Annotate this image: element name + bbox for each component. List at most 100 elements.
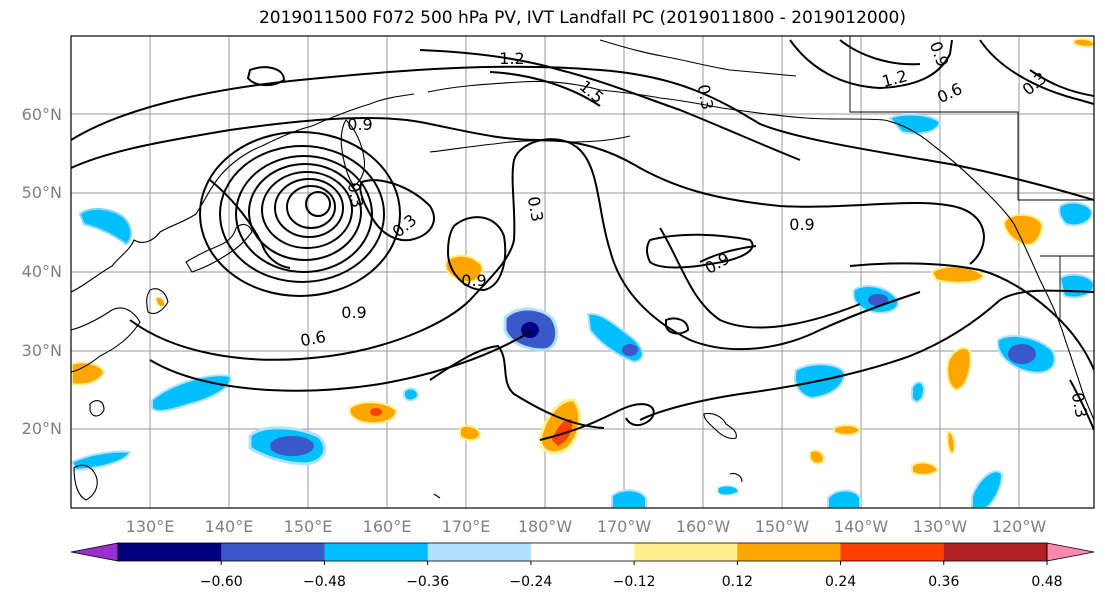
shade-core bbox=[1008, 344, 1036, 364]
shade-core bbox=[270, 436, 314, 456]
colorbar: −0.60 −0.48 −0.36 −0.24 −0.12 0.12 0.24 0.36 0.4… bbox=[70, 542, 1095, 590]
lon-label: 160°W bbox=[676, 517, 731, 536]
contour-line bbox=[489, 71, 601, 107]
colorbar-label: −0.60 bbox=[200, 574, 243, 590]
contour-label: 0.3 bbox=[524, 195, 547, 223]
contour-line bbox=[646, 233, 754, 269]
shade-blob bbox=[827, 489, 861, 508]
contour-line bbox=[979, 39, 1094, 105]
shade-core bbox=[622, 344, 638, 356]
colorbar-segment bbox=[634, 543, 738, 561]
lon-label: 130°E bbox=[126, 517, 175, 536]
lon-label: 140°E bbox=[205, 517, 254, 536]
lon-label: 160°E bbox=[363, 517, 412, 536]
contour-ring bbox=[199, 131, 401, 297]
contour-line bbox=[429, 344, 605, 429]
contour-label: 0.3 bbox=[694, 83, 717, 111]
contour-line bbox=[149, 331, 531, 392]
colorbar-segment bbox=[118, 543, 222, 561]
contour-ring bbox=[305, 191, 331, 217]
contour-line bbox=[71, 117, 985, 265]
lon-label: 150°E bbox=[284, 517, 333, 536]
colorbar-border bbox=[117, 542, 1048, 562]
colorbar-label: 0.24 bbox=[825, 574, 856, 590]
shade-blob bbox=[71, 450, 132, 472]
contour-line bbox=[129, 138, 921, 361]
shade-blob bbox=[459, 425, 482, 442]
shading-layer bbox=[71, 37, 1094, 508]
shade-blob bbox=[1073, 37, 1094, 48]
border-us-states bbox=[1040, 199, 1094, 320]
shade-blob bbox=[971, 470, 1004, 508]
contour-line bbox=[359, 179, 435, 242]
shade-blob bbox=[809, 449, 826, 465]
colorbar-segment bbox=[324, 543, 429, 561]
contour-label: 0.9 bbox=[347, 115, 372, 134]
lon-label: 130°W bbox=[913, 517, 968, 536]
lon-label: 140°W bbox=[834, 517, 889, 536]
colorbar-label: −0.36 bbox=[406, 574, 449, 590]
lat-label: 60°N bbox=[22, 105, 62, 124]
colorbar-extend-high bbox=[1046, 542, 1095, 562]
coastline-philippines bbox=[73, 464, 98, 501]
map-frame bbox=[70, 35, 1095, 509]
colorbar-label: −0.24 bbox=[509, 574, 552, 590]
contour-ring bbox=[248, 163, 362, 261]
lat-ticks: 60°N 50°N 40°N 30°N 20°N bbox=[22, 105, 62, 438]
contour-ring bbox=[235, 155, 373, 273]
shade-blob bbox=[888, 113, 942, 135]
contour-line bbox=[1029, 69, 1094, 97]
map-title: 2019011500 F072 500 hPa PV, IVT Landfall… bbox=[258, 8, 906, 28]
coastline-cuba-islands bbox=[433, 472, 743, 499]
contour-label: 0.9 bbox=[341, 303, 366, 322]
contour-line bbox=[789, 39, 953, 90]
colorbar-label: 0.48 bbox=[1031, 574, 1062, 590]
coastline-na-west bbox=[1013, 223, 1094, 421]
shade-blob bbox=[71, 361, 106, 386]
contour-line bbox=[699, 245, 757, 263]
coastline-japan bbox=[185, 223, 253, 273]
contour-line bbox=[665, 317, 690, 335]
shade-blob bbox=[151, 374, 232, 412]
contour-label: 0.9 bbox=[789, 215, 814, 234]
shade-core bbox=[868, 294, 888, 306]
colorbar-segment bbox=[737, 543, 842, 561]
lat-label: 30°N bbox=[22, 341, 62, 360]
lon-label: 170°W bbox=[597, 517, 652, 536]
coastline-korea bbox=[146, 288, 169, 315]
contour-line bbox=[639, 289, 1094, 421]
colorbar-extend-low bbox=[70, 542, 119, 562]
contour-ring bbox=[219, 145, 385, 283]
shade-blob bbox=[1058, 273, 1094, 299]
colorbar-segment bbox=[943, 543, 1048, 561]
lon-label: 180°W bbox=[518, 517, 573, 536]
shade-blob bbox=[403, 387, 420, 402]
shade-blob bbox=[946, 346, 972, 392]
lon-label: 120°W bbox=[992, 517, 1047, 536]
shade-blob bbox=[930, 265, 986, 284]
colorbar-label: −0.12 bbox=[613, 574, 656, 590]
shade-core bbox=[552, 419, 573, 446]
lat-label: 50°N bbox=[22, 183, 62, 202]
borders bbox=[849, 36, 1094, 320]
shade-blob bbox=[155, 297, 165, 307]
colorbar-label: 0.36 bbox=[928, 574, 959, 590]
lon-label: 150°W bbox=[755, 517, 810, 536]
contour-line bbox=[849, 262, 1094, 371]
coastline-china-east bbox=[71, 307, 141, 373]
colorbar-label: −0.48 bbox=[303, 574, 346, 590]
lat-label: 40°N bbox=[22, 262, 62, 281]
shade-blob bbox=[611, 489, 647, 508]
coastline-hawaii bbox=[703, 412, 737, 440]
graticule bbox=[71, 36, 1094, 508]
contour-line bbox=[1069, 379, 1094, 431]
contour-line bbox=[659, 227, 861, 329]
colorbar-segment bbox=[530, 543, 635, 561]
shade-blob bbox=[911, 461, 940, 476]
contour-line bbox=[839, 39, 921, 66]
shade-blob bbox=[78, 208, 132, 246]
contour-ring bbox=[261, 171, 353, 249]
coastline-asia bbox=[71, 93, 415, 293]
contour-line bbox=[419, 49, 801, 161]
